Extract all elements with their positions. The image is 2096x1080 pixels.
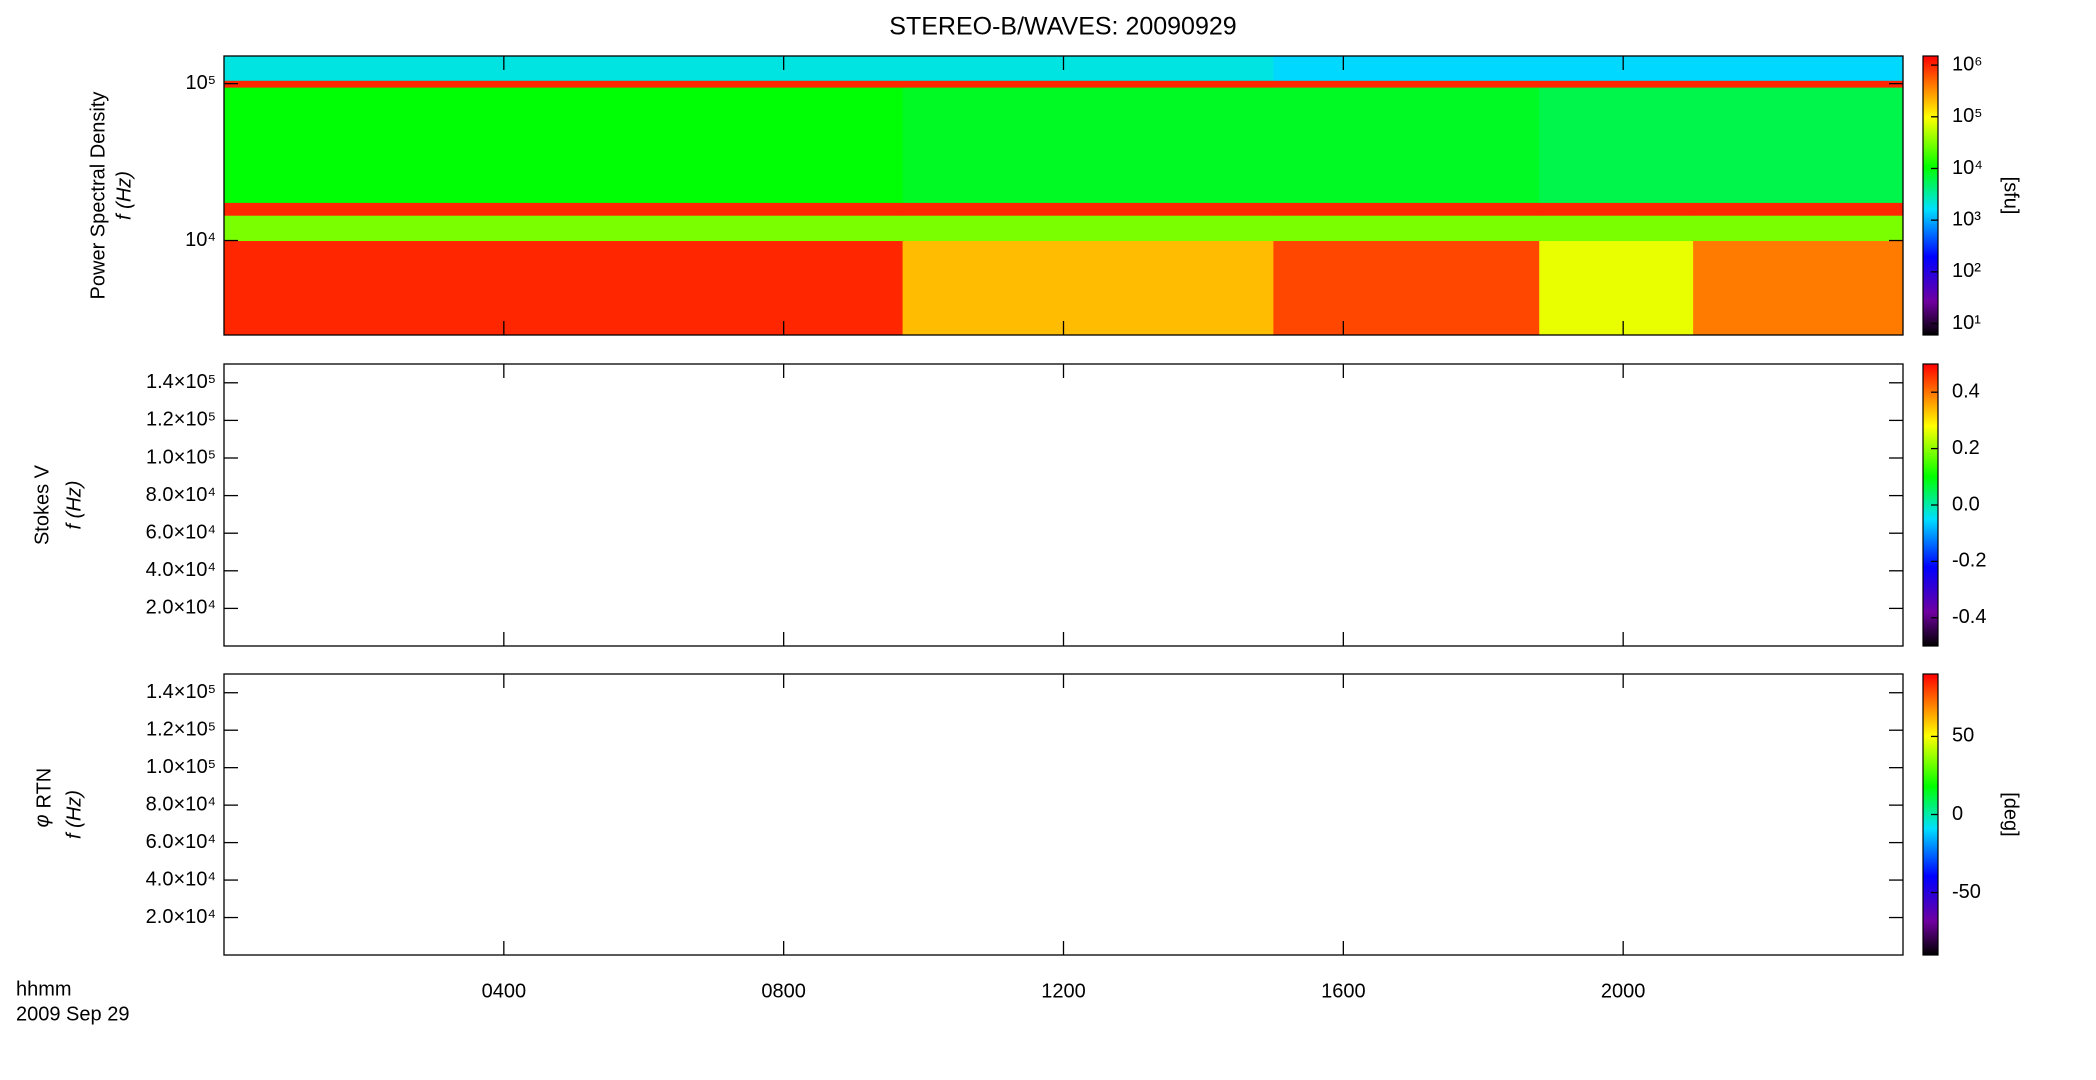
y-axis-label: Stokes V bbox=[31, 464, 53, 545]
heatmap-cell bbox=[1693, 202, 1904, 216]
plot-frame bbox=[223, 673, 1904, 956]
heatmap-cell bbox=[1693, 56, 1904, 81]
y-tick-label: 10⁴ bbox=[185, 229, 216, 251]
heatmap-cell bbox=[902, 240, 1274, 336]
colorbar-tick-label: -0.2 bbox=[1952, 550, 1986, 572]
heatmap-cell bbox=[224, 202, 904, 216]
colorbar-tick-label: 10⁶ bbox=[1952, 53, 1982, 75]
y-tick-label: 4.0×10⁴ bbox=[146, 559, 216, 581]
heatmap-cell bbox=[902, 202, 1274, 216]
y-tick-label: 1.0×10⁵ bbox=[146, 756, 216, 778]
y-tick-label: 8.0×10⁴ bbox=[146, 793, 216, 815]
x-axis-label: hhmm bbox=[16, 978, 72, 1000]
colorbar-tick-label: 50 bbox=[1952, 725, 1974, 747]
colorbar-tick-label: 0.4 bbox=[1952, 380, 1980, 402]
colorbar-tick-label: 10³ bbox=[1952, 208, 1981, 230]
y-axis-label: f (Hz) bbox=[63, 790, 85, 839]
y-tick-label: 1.4×10⁵ bbox=[146, 681, 216, 703]
heatmap-cell bbox=[1273, 215, 1540, 242]
y-tick-label: 1.2×10⁵ bbox=[146, 718, 216, 740]
y-tick-label: 10⁵ bbox=[185, 72, 216, 94]
heatmap-cell bbox=[902, 87, 1274, 203]
x-tick-label: 2000 bbox=[1601, 980, 1646, 1002]
colorbar-tick-label: 10⁵ bbox=[1952, 105, 1983, 127]
y-axis-label-sub: RTN bbox=[33, 768, 55, 809]
colorbar-tick-label: -0.4 bbox=[1952, 606, 1986, 628]
heatmap-cell bbox=[902, 56, 1274, 81]
colorbar-tick-label: 10¹ bbox=[1952, 312, 1981, 334]
y-tick-label: 1.4×10⁵ bbox=[146, 371, 216, 393]
heatmap-cell bbox=[224, 56, 904, 81]
heatmap-cell bbox=[224, 240, 904, 336]
heatmap-cell bbox=[1273, 80, 1540, 88]
heatmap-cell bbox=[224, 80, 904, 88]
colorbar-tick-label: -50 bbox=[1952, 881, 1981, 903]
heatmap-cell bbox=[1273, 87, 1540, 203]
y-tick-label: 2.0×10⁴ bbox=[146, 597, 216, 619]
colorbar-tick-label: 10⁴ bbox=[1952, 157, 1983, 179]
heatmap-cell bbox=[1539, 240, 1694, 336]
y-tick-label: 6.0×10⁴ bbox=[146, 831, 216, 853]
y-axis-label: f (Hz) bbox=[63, 481, 85, 530]
heatmap-cell bbox=[1273, 240, 1540, 336]
x-tick-label: 0800 bbox=[761, 980, 806, 1002]
y-tick-label: 8.0×10⁴ bbox=[146, 484, 216, 506]
x-tick-label: 0400 bbox=[482, 980, 527, 1002]
colorbar-label: [deg] bbox=[2000, 792, 2022, 836]
heatmap-cell bbox=[1693, 240, 1904, 336]
x-axis-label: 2009 Sep 29 bbox=[16, 1003, 129, 1025]
y-axis-label: Power Spectral Density bbox=[87, 92, 109, 300]
heatmap-cell bbox=[1693, 87, 1904, 203]
y-tick-label: 2.0×10⁴ bbox=[146, 906, 216, 928]
y-tick-label: 1.2×10⁵ bbox=[146, 409, 216, 431]
x-tick-label: 1200 bbox=[1041, 980, 1086, 1002]
y-tick-label: 6.0×10⁴ bbox=[146, 521, 216, 543]
colorbar-tick-label: 0.0 bbox=[1952, 493, 1980, 515]
heatmap-cell bbox=[902, 80, 1274, 88]
heatmap-cell bbox=[224, 215, 904, 242]
heatmap-cell bbox=[1273, 56, 1540, 81]
y-tick-label: 1.0×10⁵ bbox=[146, 446, 216, 468]
heatmap-cell bbox=[1539, 56, 1694, 81]
heatmap-cell bbox=[224, 87, 904, 203]
y-tick-label: 4.0×10⁴ bbox=[146, 868, 216, 890]
heatmap-cell bbox=[1693, 80, 1904, 88]
heatmap-cell bbox=[902, 215, 1274, 242]
plot-frame bbox=[223, 363, 1904, 647]
heatmap-cell bbox=[1539, 215, 1694, 242]
y-axis-label: f (Hz) bbox=[113, 171, 135, 220]
colorbar bbox=[1922, 55, 1939, 336]
heatmap-cell bbox=[1273, 202, 1540, 216]
heatmap-cell bbox=[1693, 215, 1904, 242]
heatmap-cell bbox=[1539, 202, 1694, 216]
chart-title: STEREO-B/WAVES: 20090929 bbox=[889, 13, 1236, 41]
colorbar-tick-label: 0.2 bbox=[1952, 437, 1980, 459]
heatmap-cell bbox=[1539, 87, 1694, 203]
colorbar-label: [sfu] bbox=[2000, 177, 2022, 215]
colorbar-tick-label: 10² bbox=[1952, 260, 1981, 282]
y-axis-label: φ bbox=[31, 815, 53, 828]
x-tick-label: 1600 bbox=[1321, 980, 1366, 1002]
colorbar-tick-label: 0 bbox=[1952, 803, 1963, 825]
heatmap-cell bbox=[1539, 80, 1694, 88]
